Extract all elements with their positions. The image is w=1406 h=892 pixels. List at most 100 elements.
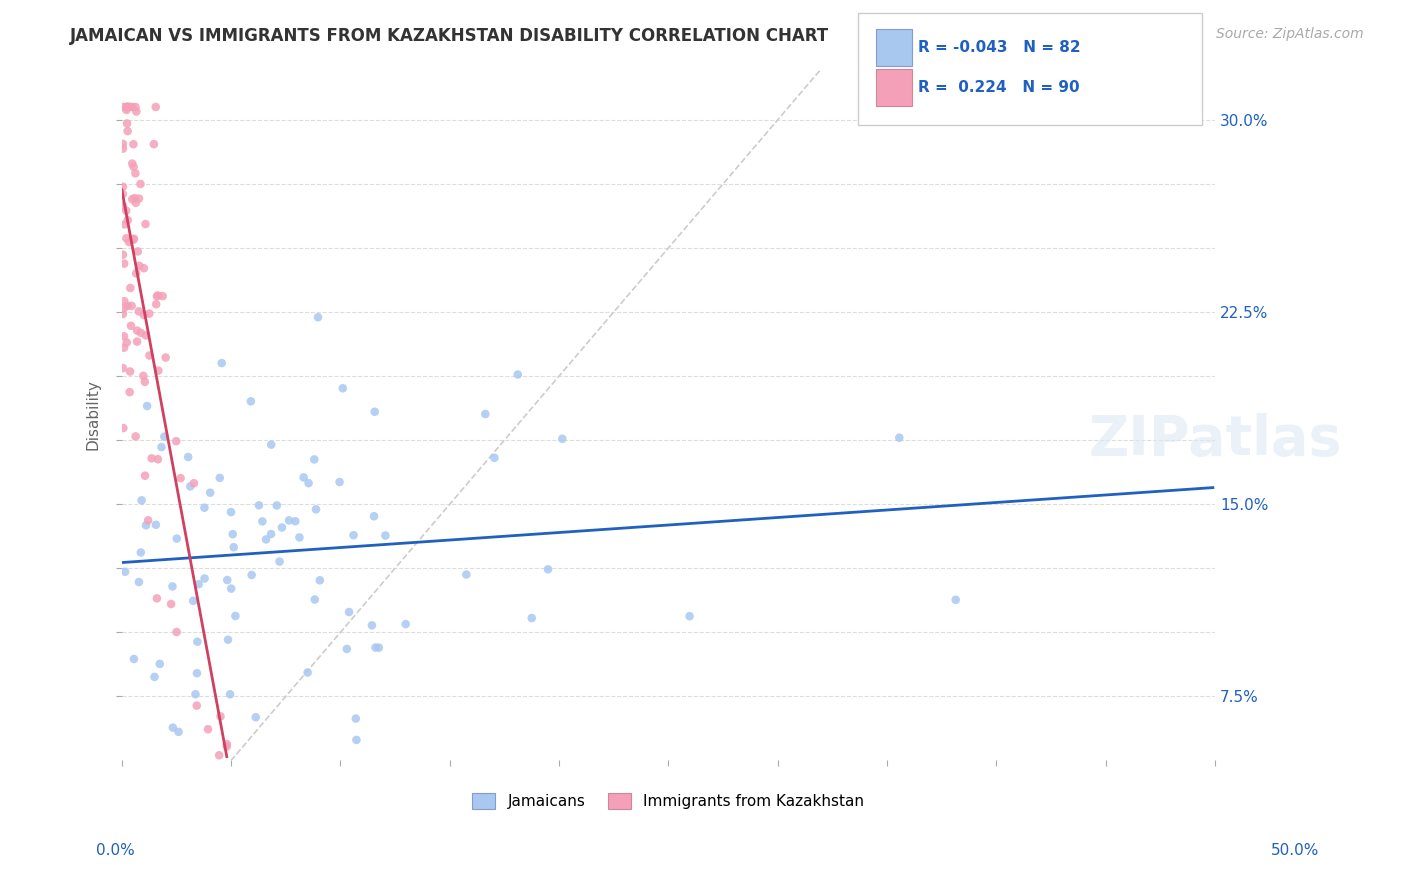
Point bbox=[112, 294, 135, 309]
Point bbox=[112, 329, 135, 343]
Y-axis label: Disability: Disability bbox=[86, 379, 100, 450]
Text: JAMAICAN VS IMMIGRANTS FROM KAZAKHSTAN DISABILITY CORRELATION CHART: JAMAICAN VS IMMIGRANTS FROM KAZAKHSTAN D… bbox=[70, 27, 830, 45]
Point bbox=[395, 617, 418, 632]
Point bbox=[208, 748, 231, 763]
Point bbox=[329, 475, 352, 489]
Point bbox=[177, 450, 200, 464]
Point bbox=[336, 641, 359, 656]
Point bbox=[114, 218, 136, 232]
Point bbox=[307, 310, 329, 325]
Point bbox=[269, 555, 291, 569]
Point bbox=[128, 304, 150, 318]
Point bbox=[134, 217, 156, 231]
Point bbox=[208, 471, 231, 485]
Point bbox=[134, 468, 156, 483]
Point bbox=[120, 318, 142, 333]
Point bbox=[222, 540, 245, 554]
Point bbox=[143, 670, 166, 684]
Point bbox=[125, 104, 148, 119]
Point bbox=[337, 605, 360, 619]
Point bbox=[128, 574, 150, 589]
Point bbox=[240, 568, 263, 582]
Point bbox=[297, 665, 319, 680]
Point bbox=[506, 368, 529, 382]
Point bbox=[211, 356, 233, 370]
Point bbox=[111, 361, 134, 376]
Point bbox=[153, 429, 176, 443]
Point bbox=[148, 363, 170, 377]
Point bbox=[305, 502, 328, 516]
Point bbox=[288, 530, 311, 544]
Point bbox=[117, 100, 139, 114]
Point bbox=[122, 233, 145, 247]
Point bbox=[166, 625, 188, 640]
Point bbox=[117, 100, 139, 114]
Point bbox=[247, 498, 270, 512]
Point bbox=[122, 137, 145, 152]
Point bbox=[132, 308, 155, 322]
Point bbox=[304, 592, 326, 607]
Point bbox=[136, 513, 159, 527]
Point bbox=[124, 100, 146, 114]
Point bbox=[162, 721, 184, 735]
Point bbox=[135, 518, 157, 533]
Point bbox=[239, 394, 262, 409]
Text: Source: ZipAtlas.com: Source: ZipAtlas.com bbox=[1216, 27, 1364, 41]
Point bbox=[456, 567, 478, 582]
Point bbox=[187, 577, 209, 591]
Point bbox=[224, 609, 246, 624]
Point bbox=[118, 385, 141, 400]
Point bbox=[118, 235, 141, 249]
Point bbox=[132, 368, 155, 383]
Point bbox=[117, 299, 139, 313]
Point bbox=[120, 365, 142, 379]
Point bbox=[252, 515, 274, 529]
Point bbox=[121, 299, 143, 313]
Point bbox=[115, 100, 138, 114]
Point bbox=[150, 440, 173, 454]
Point bbox=[127, 244, 149, 259]
Point bbox=[128, 259, 150, 273]
Point bbox=[342, 528, 364, 542]
Point bbox=[149, 657, 172, 671]
Point bbox=[304, 452, 326, 467]
Point bbox=[129, 545, 152, 559]
Point bbox=[183, 476, 205, 491]
Point bbox=[374, 528, 396, 542]
Point bbox=[266, 499, 288, 513]
Point bbox=[284, 514, 307, 528]
Point bbox=[111, 142, 134, 156]
Point bbox=[215, 739, 238, 754]
Point bbox=[155, 351, 177, 365]
Point bbox=[111, 179, 134, 194]
Point bbox=[112, 341, 135, 355]
Point bbox=[129, 326, 152, 340]
Point bbox=[124, 166, 146, 180]
Point bbox=[146, 289, 169, 303]
Point bbox=[278, 513, 301, 527]
Point bbox=[169, 471, 191, 485]
Point bbox=[112, 421, 135, 435]
Point bbox=[260, 437, 283, 451]
Point bbox=[128, 192, 150, 206]
Point bbox=[138, 307, 160, 321]
Point bbox=[260, 527, 283, 541]
Point bbox=[945, 592, 967, 607]
Point bbox=[346, 732, 368, 747]
Point bbox=[179, 479, 201, 493]
Point bbox=[111, 187, 134, 202]
Point bbox=[145, 297, 167, 311]
Text: R = -0.043   N = 82: R = -0.043 N = 82 bbox=[918, 40, 1081, 54]
Point bbox=[484, 450, 506, 465]
Point bbox=[217, 632, 239, 647]
Point bbox=[122, 232, 145, 246]
Point bbox=[209, 709, 232, 723]
Point bbox=[118, 100, 141, 114]
Point bbox=[292, 470, 315, 484]
Point bbox=[520, 611, 543, 625]
Point bbox=[186, 634, 208, 648]
Point bbox=[117, 100, 139, 114]
Point bbox=[219, 687, 242, 701]
Point bbox=[111, 199, 134, 213]
Point bbox=[124, 191, 146, 205]
